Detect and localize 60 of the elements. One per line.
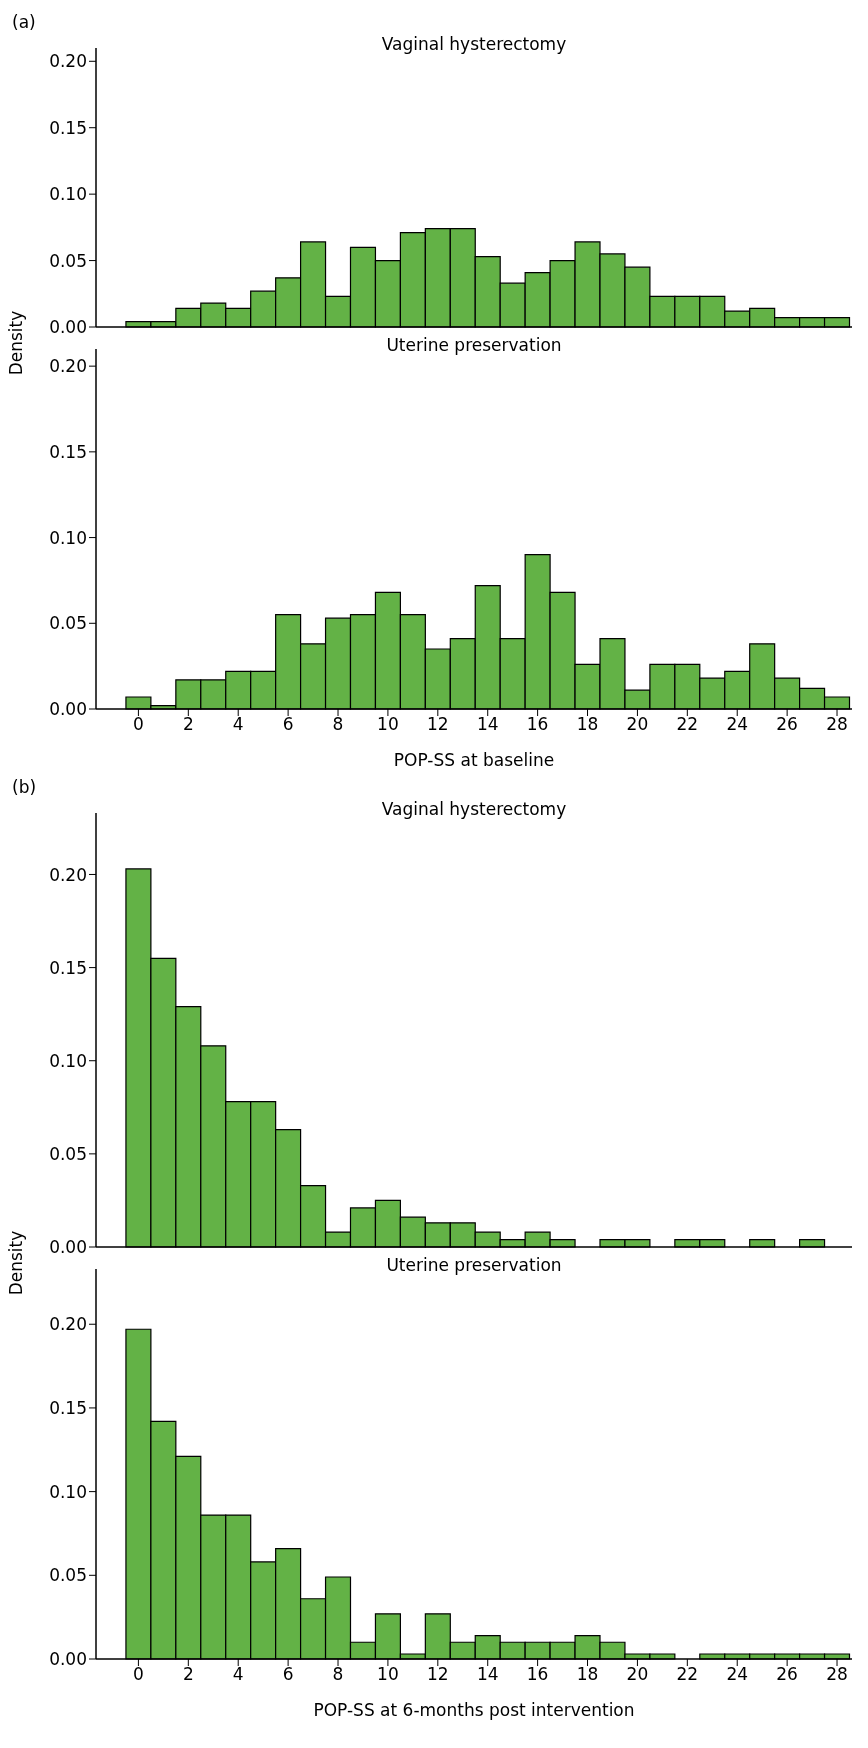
y-tick-label: 0.10 (49, 1481, 87, 1502)
x-axis-title: POP-SS at 6-months post intervention (312, 1699, 636, 1721)
x-tick-label: 12 (427, 714, 449, 735)
x-tick-label: 26 (776, 1664, 798, 1685)
y-tick-label: 0.00 (49, 699, 87, 720)
chart-title: Uterine preservation (385, 1255, 563, 1275)
x-tick-label: 22 (676, 714, 699, 735)
y-axis-title: Density (6, 310, 26, 376)
y-tick-label: 0.05 (49, 1565, 87, 1586)
x-axis-title: POP-SS at baseline (392, 749, 556, 771)
y-tick-label: 0.20 (49, 1314, 87, 1335)
x-tick-label: 10 (377, 1664, 399, 1685)
x-tick-label: 24 (726, 1664, 749, 1685)
y-tick-label: 0.10 (49, 184, 87, 205)
y-tick-label: 0.20 (49, 51, 87, 72)
x-tick-label: 6 (282, 714, 294, 735)
y-tick-label: 0.20 (49, 864, 87, 885)
x-tick-label: 16 (526, 714, 549, 735)
y-tick-label: 0.00 (49, 1649, 87, 1670)
y-tick-label: 0.15 (49, 117, 87, 138)
y-tick-label: 0.05 (49, 250, 87, 271)
chart-title: Vaginal hysterectomy (380, 799, 568, 819)
x-tick-label: 2 (182, 1664, 194, 1685)
x-tick-label: 24 (726, 714, 749, 735)
x-tick-label: 10 (377, 714, 399, 735)
x-tick-label: 8 (332, 1664, 344, 1685)
x-tick-label: 4 (232, 1664, 244, 1685)
x-tick-label: 18 (576, 1664, 599, 1685)
x-tick-label: 4 (232, 714, 244, 735)
x-tick-label: 14 (476, 1664, 499, 1685)
x-tick-label: 20 (626, 714, 649, 735)
x-tick-label: 14 (476, 714, 499, 735)
y-tick-label: 0.00 (49, 317, 87, 338)
y-tick-label: 0.05 (49, 613, 87, 634)
y-tick-label: 0.15 (49, 957, 87, 978)
x-tick-label: 18 (576, 714, 599, 735)
y-tick-label: 0.10 (49, 527, 87, 548)
chart-title: Vaginal hysterectomy (380, 34, 568, 54)
x-tick-label: 6 (282, 1664, 294, 1685)
y-tick-label: 0.15 (49, 1397, 87, 1418)
y-tick-label: 0.00 (49, 1237, 87, 1258)
chart-title: Uterine preservation (385, 335, 563, 355)
y-axis-title: Density (6, 1230, 26, 1296)
y-tick-label: 0.15 (49, 441, 87, 462)
x-tick-label: 8 (332, 714, 344, 735)
x-tick-label: 26 (776, 714, 798, 735)
x-tick-label: 28 (826, 714, 848, 735)
x-tick-label: 20 (626, 1664, 649, 1685)
text: (b) (12, 777, 37, 797)
y-tick-label: 0.10 (49, 1050, 87, 1071)
x-tick-label: 12 (427, 1664, 449, 1685)
x-tick-label: 0 (133, 714, 144, 735)
x-tick-label: 28 (826, 1664, 848, 1685)
x-tick-label: 2 (182, 714, 194, 735)
y-tick-label: 0.05 (49, 1143, 87, 1164)
y-tick-label: 0.20 (49, 356, 87, 377)
text: (a) (12, 12, 36, 32)
x-tick-label: 16 (526, 1664, 549, 1685)
x-tick-label: 22 (676, 1664, 699, 1685)
x-tick-label: 0 (133, 1664, 144, 1685)
